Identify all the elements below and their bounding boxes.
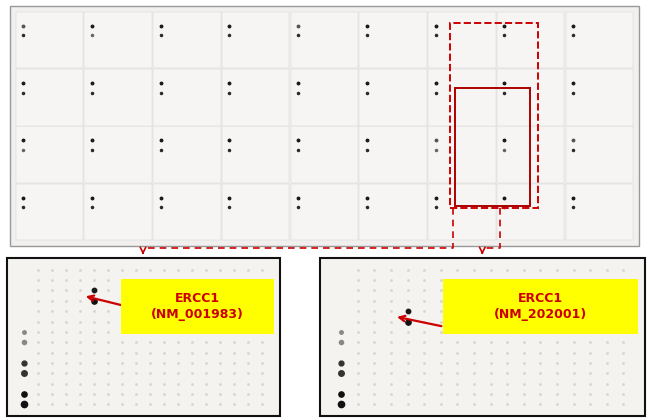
Bar: [566, 184, 633, 240]
Bar: [222, 12, 289, 68]
Bar: [428, 184, 495, 240]
Bar: [222, 126, 289, 183]
Bar: [291, 12, 358, 68]
Bar: [10, 6, 639, 246]
Bar: [222, 184, 289, 240]
Bar: [497, 126, 564, 183]
Bar: [16, 184, 83, 240]
Text: ERCC1
(NM_001983): ERCC1 (NM_001983): [151, 292, 244, 321]
Bar: [359, 126, 427, 183]
Bar: [359, 12, 427, 68]
Bar: [153, 69, 220, 126]
Bar: [291, 69, 358, 126]
Bar: [121, 279, 274, 334]
Bar: [84, 12, 152, 68]
Bar: [497, 184, 564, 240]
Bar: [153, 126, 220, 183]
Bar: [359, 184, 427, 240]
Bar: [291, 126, 358, 183]
Bar: [320, 258, 645, 416]
Bar: [153, 12, 220, 68]
Bar: [359, 69, 427, 126]
Bar: [443, 279, 638, 334]
Bar: [566, 12, 633, 68]
Bar: [291, 184, 358, 240]
Bar: [566, 69, 633, 126]
Bar: [84, 126, 152, 183]
Text: ERCC1
(NM_202001): ERCC1 (NM_202001): [494, 292, 588, 321]
Bar: [84, 184, 152, 240]
Bar: [450, 23, 538, 208]
Bar: [6, 258, 280, 416]
Bar: [566, 126, 633, 183]
Bar: [222, 69, 289, 126]
Bar: [84, 69, 152, 126]
Bar: [455, 88, 530, 206]
Bar: [428, 12, 495, 68]
Bar: [153, 184, 220, 240]
Bar: [428, 126, 495, 183]
Bar: [497, 12, 564, 68]
Bar: [16, 69, 83, 126]
Bar: [16, 12, 83, 68]
Bar: [16, 126, 83, 183]
Bar: [428, 69, 495, 126]
Bar: [497, 69, 564, 126]
